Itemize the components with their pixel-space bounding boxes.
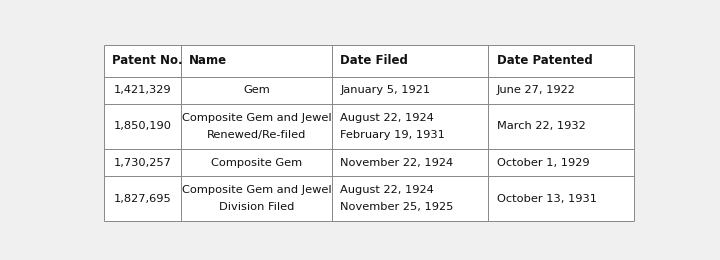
Text: Composite Gem and Jewel: Composite Gem and Jewel: [181, 185, 331, 195]
Text: Date Patented: Date Patented: [497, 54, 593, 67]
Text: June 27, 1922: June 27, 1922: [497, 85, 575, 95]
Text: October 1, 1929: October 1, 1929: [497, 158, 589, 168]
Text: Name: Name: [189, 54, 228, 67]
Text: 1,827,695: 1,827,695: [114, 194, 171, 204]
Text: November 25, 1925: November 25, 1925: [341, 203, 454, 212]
Bar: [104, 45, 634, 77]
Text: Composite Gem: Composite Gem: [211, 158, 302, 168]
Text: Date Filed: Date Filed: [341, 54, 408, 67]
Text: 1,850,190: 1,850,190: [113, 121, 171, 132]
Text: August 22, 1924: August 22, 1924: [341, 113, 434, 123]
Text: Gem: Gem: [243, 85, 270, 95]
Text: November 22, 1924: November 22, 1924: [341, 158, 454, 168]
Text: Patent No.: Patent No.: [112, 54, 183, 67]
Bar: [104, 176, 634, 222]
Text: Division Filed: Division Filed: [219, 203, 294, 212]
Text: August 22, 1924: August 22, 1924: [341, 185, 434, 195]
Bar: [104, 149, 634, 176]
Bar: [104, 77, 634, 104]
Text: October 13, 1931: October 13, 1931: [497, 194, 597, 204]
Bar: [104, 104, 634, 149]
Text: Composite Gem and Jewel: Composite Gem and Jewel: [181, 113, 331, 123]
Text: 1,421,329: 1,421,329: [114, 85, 171, 95]
Text: 1,730,257: 1,730,257: [114, 158, 171, 168]
Text: Renewed/Re-filed: Renewed/Re-filed: [207, 130, 306, 140]
Text: February 19, 1931: February 19, 1931: [341, 130, 445, 140]
Text: January 5, 1921: January 5, 1921: [341, 85, 431, 95]
Text: March 22, 1932: March 22, 1932: [497, 121, 585, 132]
